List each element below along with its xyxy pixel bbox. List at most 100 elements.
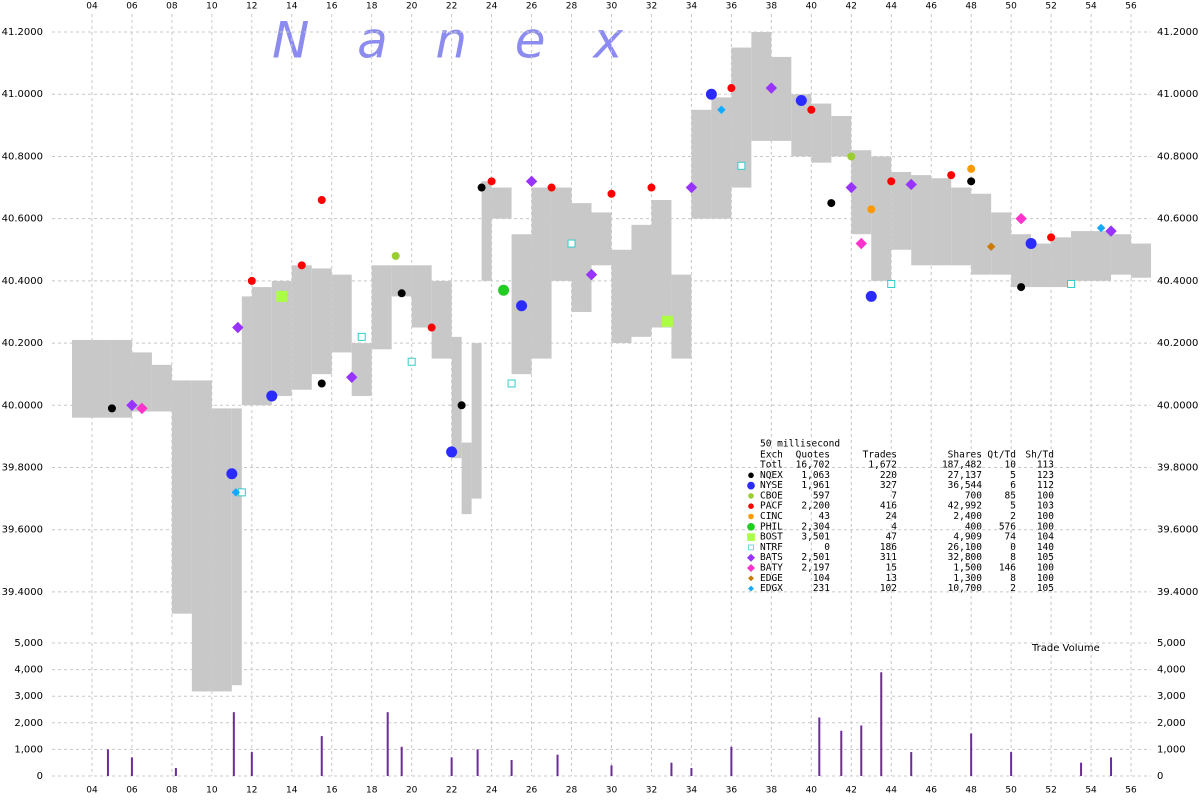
legend-marker: [748, 575, 754, 582]
x-tick-label: 04: [86, 786, 98, 796]
spread-bar: [571, 203, 592, 312]
trade-marker: [297, 261, 306, 270]
trade-marker: [397, 289, 406, 298]
trade-marker: [1096, 223, 1106, 233]
legend-marker: [748, 472, 754, 479]
trade-marker: [887, 177, 896, 186]
trade-marker: [887, 279, 896, 288]
trade-marker: [847, 152, 856, 161]
y-tick-label: 40.2000: [1157, 338, 1198, 349]
stats-header: Quotes: [796, 450, 830, 461]
stats-cell: 112: [1037, 480, 1054, 491]
volume-bar: [860, 725, 863, 776]
stats-header: Qt/Td: [987, 450, 1016, 461]
stats-cell: 327: [880, 480, 897, 491]
x-tick-label: 24: [486, 2, 498, 12]
spread-bar: [631, 224, 652, 337]
volume-bar: [400, 746, 403, 776]
stats-header: Sh/Td: [1025, 450, 1054, 461]
stats-cell: 100: [1037, 573, 1054, 584]
trade-marker: [457, 401, 466, 410]
stats-cell: 2,400: [953, 511, 982, 522]
stats-cell: 0: [824, 542, 830, 553]
stats-cell: Totl: [760, 460, 783, 471]
spread-bar: [671, 274, 692, 359]
x-tick-label: 36: [726, 786, 738, 796]
trade-marker: [317, 379, 326, 388]
watermark: N a n e x: [272, 12, 623, 70]
spread-bar: [771, 56, 792, 141]
trade-marker: [827, 199, 836, 208]
x-tick-label: 44: [886, 786, 898, 796]
trade-marker: [1105, 225, 1117, 237]
y-tick-label: 40.0000: [1157, 400, 1198, 411]
trade-marker: [317, 195, 326, 204]
stats-cell: 2,197: [801, 563, 830, 574]
stats-cell: BATS: [760, 552, 783, 563]
spread-bar: [731, 47, 752, 188]
trade-marker: [487, 177, 496, 186]
spread-bar: [531, 187, 552, 359]
x-tick-label: 30: [606, 2, 618, 12]
stats-cell: 32,800: [948, 552, 983, 563]
x-tick-label: 34: [686, 2, 698, 12]
spread-bar: [111, 339, 132, 418]
stats-cell: 123: [1037, 470, 1054, 481]
trade-marker: [905, 178, 917, 191]
legend-marker: [747, 564, 755, 572]
stats-cell: 24: [886, 511, 898, 522]
stats-cell: 105: [1037, 552, 1054, 563]
x-tick-label: 24: [486, 786, 498, 796]
x-tick-label: 30: [606, 786, 618, 796]
spread-bar: [1091, 231, 1112, 281]
stats-cell: 104: [1037, 532, 1054, 543]
legend-marker: [748, 585, 754, 592]
stats-cell: 100: [1037, 511, 1054, 522]
spread-bar: [451, 336, 462, 459]
trade-marker: [498, 284, 510, 296]
legend-marker: [748, 503, 754, 510]
spread-bar: [811, 103, 832, 163]
stats-cell: 103: [1037, 501, 1054, 512]
volume-bar: [1010, 752, 1013, 776]
stats-cell: 597: [813, 490, 830, 501]
stats-cell: 74: [1005, 532, 1017, 543]
stats-cell: 16,702: [796, 460, 830, 471]
trade-marker: [427, 323, 436, 332]
spread-bar: [1031, 243, 1052, 288]
trade-marker: [1015, 212, 1027, 225]
y-tick-label: 4,000: [1157, 665, 1186, 676]
trade-marker: [865, 290, 877, 302]
y-tick-label: 0: [1157, 771, 1163, 782]
stats-cell: 700: [965, 490, 982, 501]
stats-cell: 3,501: [801, 532, 830, 543]
spread-bar: [431, 280, 452, 359]
stats-cell: 1,063: [801, 470, 830, 481]
volume-bar: [556, 754, 559, 776]
volume-bar: [1110, 757, 1113, 776]
spread-bar: [851, 150, 872, 235]
stats-cell: 231: [813, 583, 830, 594]
y-tick-label: 41.2000: [1157, 27, 1198, 38]
spread-bar: [461, 442, 472, 515]
stats-cell: 2: [1010, 511, 1016, 522]
trade-marker: [585, 268, 598, 281]
x-tick-label: 52: [1045, 786, 1056, 796]
x-tick-label: 42: [846, 2, 857, 12]
y-tick-label: 3,000: [1157, 691, 1186, 702]
trade-marker: [231, 488, 241, 497]
stats-cell: 5: [1010, 470, 1016, 481]
trade-marker: [717, 105, 726, 115]
x-tick-label: 38: [766, 786, 778, 796]
stats-cell: 26,100: [948, 542, 983, 553]
y-tick-label: 41.2000: [2, 27, 43, 38]
y-tick-label: 41.0000: [1157, 89, 1198, 100]
y-tick-label: 2,000: [14, 718, 43, 729]
spread-bar: [151, 364, 172, 412]
spread-bar: [551, 187, 572, 281]
x-tick-label: 48: [965, 2, 977, 12]
spread-bar: [391, 265, 412, 297]
x-tick-label: 26: [526, 786, 538, 796]
spread-bar: [991, 212, 1012, 275]
spread-bar: [241, 296, 252, 406]
